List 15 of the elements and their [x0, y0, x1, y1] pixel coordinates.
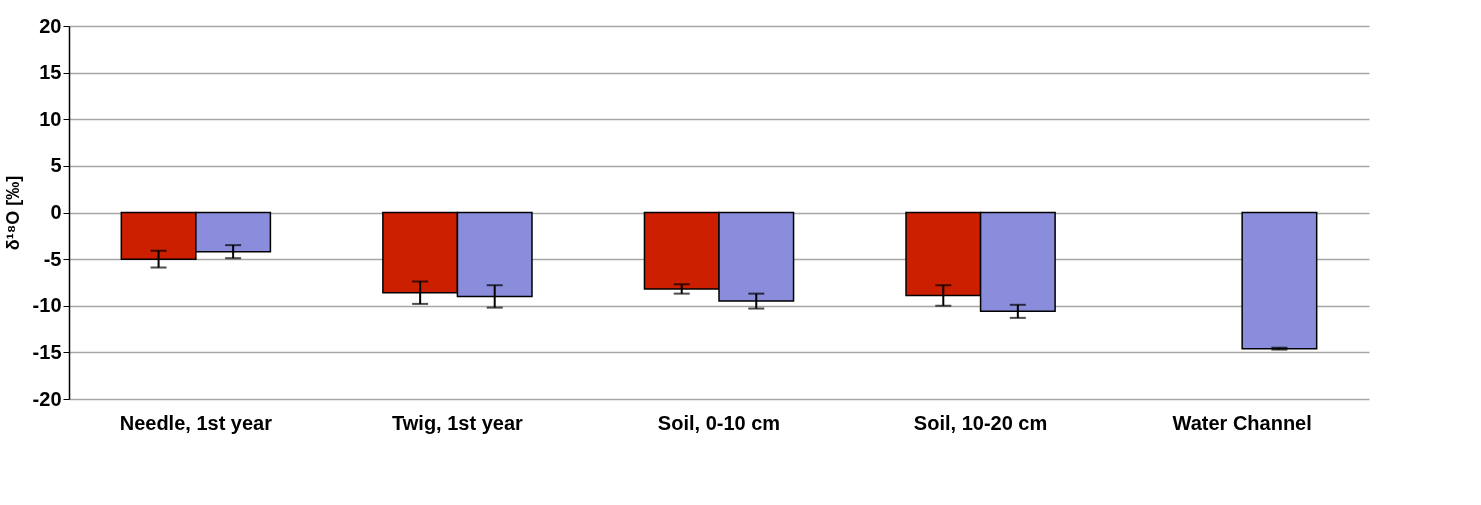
x-tick-label: Twig, 1st year	[392, 411, 524, 434]
x-tick-label: Water Channel	[1172, 411, 1312, 434]
y-tick-label: -15	[32, 340, 62, 363]
x-tick-label: Needle, 1st year	[119, 411, 273, 434]
y-tick-label: -10	[32, 294, 62, 317]
y-tick-label: -5	[43, 247, 62, 270]
x-tick-label: Soil, 10-20 cm	[913, 411, 1048, 434]
x-tick-label: Soil, 0-10 cm	[657, 411, 781, 434]
y-tick-label: 10	[39, 107, 62, 130]
y-axis-title: δ¹⁸O [‰]	[2, 175, 23, 251]
y-tick-label: 20	[39, 14, 62, 37]
y-tick-label: 5	[50, 154, 62, 177]
y-tick-label: 15	[39, 61, 62, 84]
y-tick-label: -20	[32, 387, 62, 410]
y-tick-label: 0	[50, 201, 62, 223]
